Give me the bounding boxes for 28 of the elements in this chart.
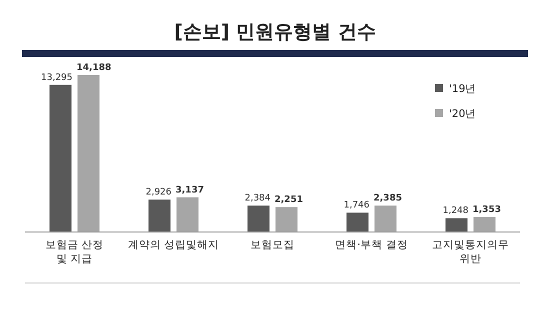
bar: [78, 75, 100, 232]
bar: [346, 212, 368, 232]
x-tick-label: 보험모집: [250, 239, 294, 251]
bar: [276, 207, 298, 232]
data-label: 14,188: [76, 63, 112, 73]
bar: [446, 218, 468, 232]
legend-label: '19년: [449, 83, 476, 95]
chart-title: [손보] 민원유형별 건수: [174, 21, 376, 43]
data-label: 1,746: [344, 200, 370, 211]
bar: [176, 197, 198, 232]
data-label: 13,295: [41, 72, 72, 83]
bar: [248, 206, 270, 232]
x-tick-label: 면책·부책 결정: [335, 239, 408, 251]
x-tick-label: 보험금 산정 및 지급: [45, 239, 104, 265]
bar: [374, 206, 396, 232]
data-label: 2,251: [274, 195, 303, 206]
bar: [50, 84, 72, 232]
data-label: 3,137: [176, 185, 204, 196]
data-label: 2,926: [146, 188, 172, 198]
legend-label: '20년: [449, 108, 476, 120]
x-tick-label: 계약의 성립및해지: [128, 239, 220, 251]
bar: [148, 200, 170, 232]
data-label: 2,384: [244, 194, 271, 204]
data-label: 1,353: [472, 205, 501, 216]
x-tick-label: 고지및통지의무 위반: [432, 239, 509, 265]
bar: [474, 217, 496, 232]
data-label: 1,248: [442, 206, 469, 216]
data-label: 2,385: [374, 194, 402, 204]
